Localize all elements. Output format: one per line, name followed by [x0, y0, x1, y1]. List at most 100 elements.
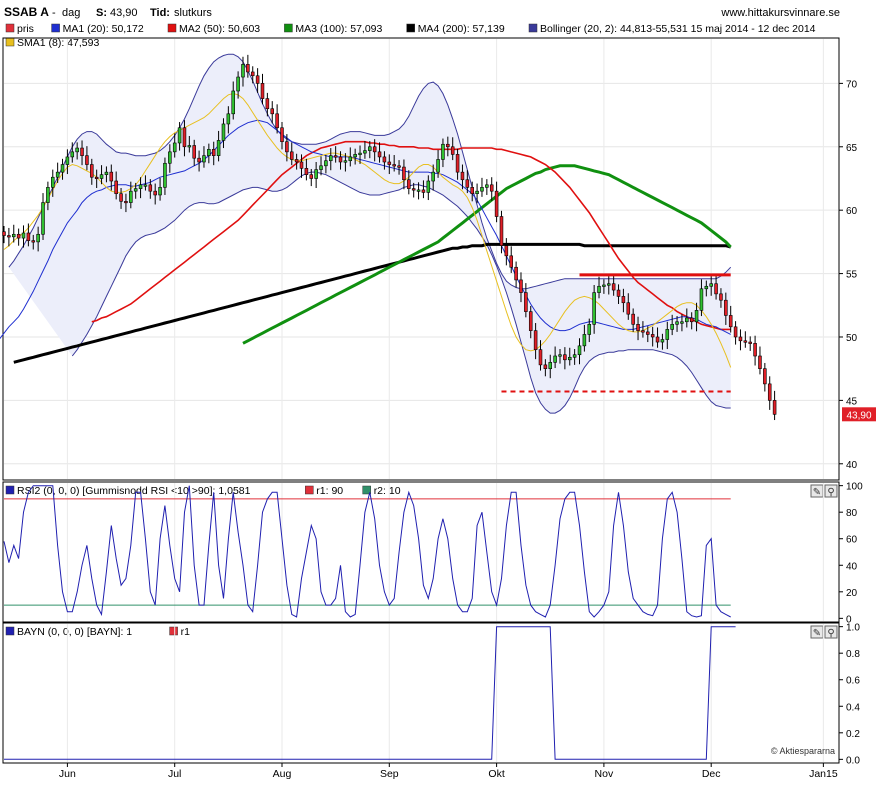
bayn-tick-label: 0.8 [846, 649, 860, 660]
candle [99, 165, 104, 185]
candle [41, 193, 45, 240]
candle [577, 338, 582, 365]
ma1-20-line [0, 119, 731, 340]
candle [294, 153, 299, 170]
candle [660, 333, 665, 350]
candle [567, 347, 572, 366]
bollinger-upper [8, 53, 732, 290]
candle [270, 101, 275, 124]
candle [85, 146, 89, 171]
candle [738, 329, 743, 351]
bayn-legend: BAYN (0, 0, 0) [BAYN]: 1 r1 [5, 626, 190, 638]
time-tick-label: Jul [168, 768, 181, 780]
copyright-text: © Aktiespararna [771, 746, 835, 756]
candle [397, 160, 401, 175]
legend-label: BAYN (0, 0, 0) [BAYN]: 1 [17, 626, 132, 638]
time-tick-label: Dec [702, 768, 721, 780]
candle [309, 168, 314, 187]
candle [21, 225, 26, 248]
candle [743, 331, 748, 348]
legend-label: MA4 (200): 57,139 [418, 23, 505, 35]
candle [392, 155, 396, 172]
candle [641, 321, 645, 338]
candle [719, 288, 723, 308]
candle [329, 148, 333, 171]
price-panel-frame [2, 37, 840, 481]
candle [553, 346, 557, 369]
candle [733, 321, 738, 345]
candle [670, 314, 674, 336]
candle [470, 181, 474, 202]
wrench-icon: ✎ [813, 628, 821, 639]
close-label: S: [96, 7, 107, 19]
candle [319, 156, 323, 176]
legend-swatch [5, 23, 15, 33]
candle [694, 302, 699, 332]
time-tick-label: Sep [380, 768, 399, 780]
candle [7, 227, 11, 247]
candle [665, 321, 670, 350]
candle [485, 179, 489, 195]
candle [489, 177, 494, 201]
candle [758, 346, 762, 375]
candle [129, 181, 133, 209]
candle [285, 134, 289, 162]
candle [372, 139, 377, 162]
candle [236, 71, 240, 99]
candle [704, 280, 709, 297]
candle [192, 139, 196, 166]
bayn-zoom-button[interactable] [824, 625, 838, 639]
candle [636, 316, 640, 341]
legend-label: MA2 (50): 50,603 [179, 23, 260, 35]
candle [621, 288, 626, 313]
candle [772, 390, 777, 421]
candle [724, 292, 728, 325]
candle [168, 144, 172, 173]
price-tick-label: 40 [846, 460, 858, 471]
time-axis: Jun Jul Aug Sep Okt Nov Dec Jan15 [59, 763, 838, 780]
ma3-100-line [242, 164, 732, 345]
candle [685, 308, 689, 328]
bayn-panel-buttons: ✎ ⚲ [810, 625, 838, 639]
wrench-icon: ✎ [813, 487, 821, 498]
candle [441, 138, 445, 168]
legend-swatch [362, 485, 371, 495]
legend-swatch [305, 485, 314, 495]
candle [216, 130, 221, 162]
candle [265, 92, 270, 117]
time-tick-label: Jun [59, 768, 76, 780]
candle [2, 226, 6, 244]
candle [31, 234, 36, 250]
rsi-panel-frame [2, 481, 840, 623]
candle [460, 164, 465, 190]
legend-swatch [51, 23, 60, 33]
legend-swatch [5, 626, 15, 636]
candle [250, 66, 255, 84]
candle [163, 157, 167, 195]
price-tick-label: 50 [846, 333, 858, 344]
candle [543, 359, 548, 377]
candle [650, 326, 655, 347]
candle [450, 137, 455, 161]
candle [509, 246, 513, 273]
candle [246, 54, 250, 78]
candle [387, 154, 392, 175]
rsi-zoom-button[interactable] [824, 484, 838, 498]
candle [348, 147, 353, 167]
bollinger-lower [71, 171, 731, 414]
candle [709, 276, 713, 296]
candle [533, 323, 538, 360]
candle [436, 149, 440, 178]
legend-label: MA1 (20): 50,172 [63, 23, 144, 35]
legend-label: Bollinger (20, 2): 44,813-55,531 15 maj … [540, 23, 816, 35]
site-url[interactable]: www.hittakursvinnare.se [720, 7, 840, 19]
candle [475, 183, 479, 204]
candle [172, 133, 177, 158]
candle [558, 349, 562, 364]
candle [104, 166, 109, 183]
candle [592, 284, 596, 334]
price-tick-label: 65 [846, 143, 858, 154]
candle [299, 154, 304, 178]
legend-swatch [528, 23, 538, 33]
